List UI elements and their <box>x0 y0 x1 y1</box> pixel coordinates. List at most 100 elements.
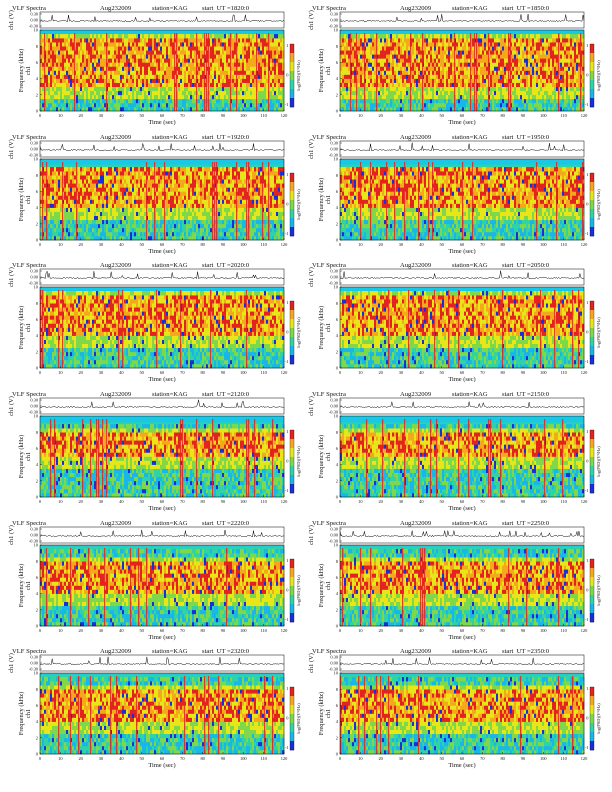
freq-tick-label: 8 <box>36 44 39 49</box>
spectrogram-cell <box>110 46 113 51</box>
spectrogram-cell <box>582 42 585 47</box>
spectrogram-cell <box>158 102 161 108</box>
spectrogram-cell <box>500 98 503 104</box>
spectrogram-cell <box>394 42 397 47</box>
spectrogram-cell <box>120 34 123 39</box>
spectrogram-cell <box>420 54 423 59</box>
spectrogram-cell <box>550 66 553 71</box>
spectrogram-cell <box>516 82 519 87</box>
spectrogram-cell <box>546 66 549 71</box>
spectrogram-cell <box>270 86 273 92</box>
spectrogram-cell <box>406 106 409 112</box>
spectrogram-cell <box>250 54 253 59</box>
spectrogram-cell <box>552 38 555 43</box>
spectrogram-cell <box>270 102 273 108</box>
spectrogram-cell <box>124 66 127 71</box>
spectrogram-cell <box>56 199 59 204</box>
spectrogram-cell <box>368 46 371 51</box>
spectrogram-cell <box>238 46 241 51</box>
spectrogram-cell <box>414 58 417 63</box>
spectrogram-cell <box>136 46 139 51</box>
spectrogram-cell <box>180 58 183 63</box>
spectrogram-cell <box>224 82 227 87</box>
spectrogram-cell <box>346 62 349 67</box>
spectrogram-cell <box>408 70 411 75</box>
spectrogram-cell <box>462 90 465 96</box>
spectrogram-cell <box>344 82 347 87</box>
spectrogram-cell <box>404 74 407 79</box>
spectrogram-cell <box>538 74 541 79</box>
spectrogram-cell <box>148 94 151 100</box>
spectrogram-cell <box>408 38 411 43</box>
spectrogram-cell <box>272 78 275 83</box>
spectrogram-cell <box>432 50 435 55</box>
spectrogram-cell <box>172 58 175 63</box>
spectrogram-cell <box>178 58 181 63</box>
spectrogram-cell <box>516 94 519 100</box>
spectrogram-cell <box>84 94 87 100</box>
spectrogram-cell <box>278 94 281 100</box>
spectrogram-cell <box>114 54 117 59</box>
spectrogram-cell <box>222 42 225 47</box>
spectrogram-cell <box>82 50 85 55</box>
spectrogram-cell <box>344 46 347 51</box>
spectrogram-cell <box>210 82 213 87</box>
spectrogram-cell <box>498 46 501 51</box>
spectrogram-cell <box>482 82 485 87</box>
spectrogram-cell <box>242 62 245 67</box>
spectrogram-cell <box>472 42 475 47</box>
spectrogram-cell <box>216 98 219 104</box>
spectrogram-cell <box>526 54 529 59</box>
spectrogram-cell <box>490 66 493 71</box>
spectrogram-cell <box>582 62 585 67</box>
spectrogram-cell <box>138 62 141 67</box>
spectrogram-cell <box>578 70 581 75</box>
time-tick-label: 90 <box>521 113 526 118</box>
colorbar-segment <box>290 80 294 90</box>
spectrogram-cell <box>168 94 171 100</box>
spectrogram-cell <box>528 34 531 39</box>
spectrogram-cell <box>378 58 381 63</box>
spectrogram-cell <box>54 78 57 83</box>
spectrogram-cell <box>528 90 531 96</box>
spectrogram-cell <box>534 86 537 92</box>
spectrogram-cell <box>250 90 253 96</box>
chart-title: VLF Spectra <box>312 5 346 12</box>
spectrogram-cell <box>220 102 223 108</box>
spectrogram-cell <box>98 90 101 96</box>
spectrogram-cell <box>574 98 577 104</box>
spectrogram-cell <box>212 54 215 59</box>
spectrogram-cell <box>258 86 261 92</box>
spectrogram-cell <box>550 94 553 100</box>
spectrogram-cell <box>398 54 401 59</box>
spectrogram-cell <box>128 54 131 59</box>
spectrogram-cell <box>114 50 117 55</box>
sferic-streak <box>476 33 478 111</box>
spectrogram-cell <box>372 98 375 104</box>
spectrogram-cell <box>190 94 193 100</box>
spectrogram-cell <box>472 38 475 43</box>
spectrogram-cell <box>144 70 147 75</box>
spectrogram-cell <box>426 78 429 83</box>
spectrogram-cell <box>186 38 189 43</box>
spectrogram-cell <box>152 90 155 96</box>
spectrogram-cell <box>530 106 533 112</box>
spectrogram-cell <box>272 34 275 39</box>
spectrogram-cell <box>272 86 275 92</box>
time-tick-label: 120 <box>581 113 588 118</box>
spectrogram-cell <box>578 50 581 55</box>
spectrogram-cell <box>490 46 493 51</box>
spectrogram-cell <box>490 50 493 55</box>
spectrogram-cell <box>72 82 75 87</box>
spectrogram-cell <box>276 90 279 96</box>
spectrogram-cell <box>548 38 551 43</box>
spectrogram-cell <box>216 78 219 83</box>
spectrogram-cell <box>384 46 387 51</box>
spectrogram-cell <box>432 42 435 47</box>
spectrogram-cell <box>182 74 185 79</box>
spectrogram-cell <box>434 62 437 67</box>
spectrogram-cell <box>468 58 471 63</box>
spectrogram-cell <box>526 70 529 75</box>
spectrogram-cell <box>162 62 165 67</box>
spectrogram-cell <box>70 106 73 112</box>
